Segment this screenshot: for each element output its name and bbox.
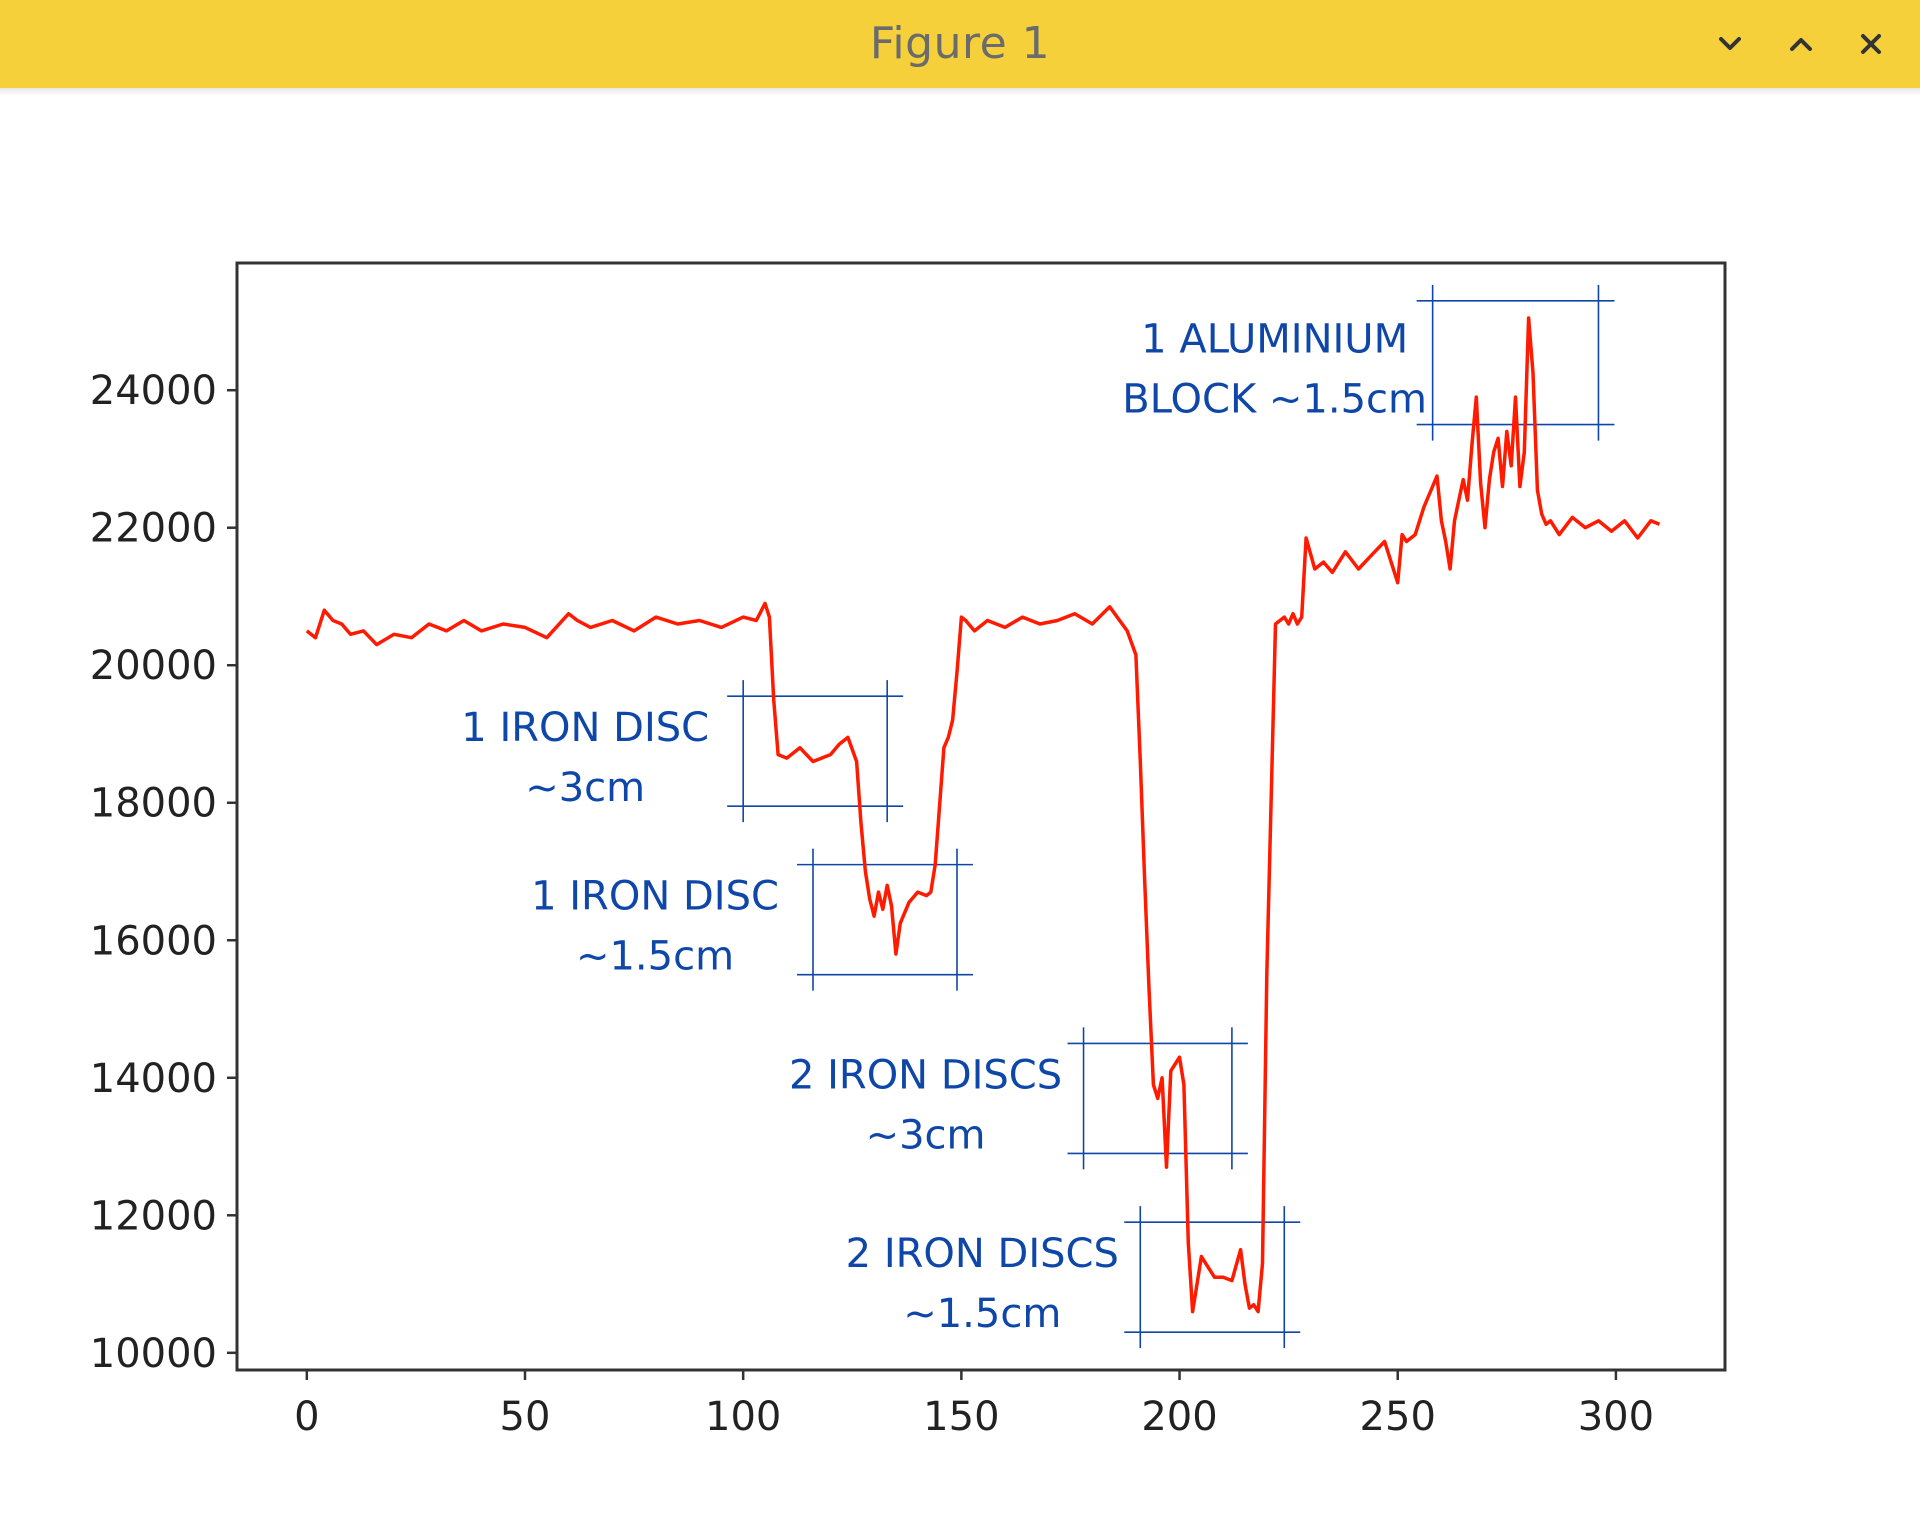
axes-frame [235, 261, 1727, 1372]
annotation-label: 1 IRON DISC [461, 705, 709, 751]
window-title: Figure 1 [869, 18, 1051, 69]
y-tick-label: 10000 [90, 1331, 217, 1377]
figure-canvas: 0 50 100 150 200 250 300 10000 12000 14000 16000 18… [0, 96, 1920, 1526]
annotation-1: 1 IRON DISC ~3cm [461, 680, 904, 823]
x-tick-label: 200 [1141, 1394, 1217, 1440]
y-tick-label: 12000 [90, 1193, 217, 1239]
x-tick-label: 250 [1360, 1394, 1436, 1440]
annotation-label: BLOCK ~1.5cm [1122, 377, 1427, 423]
y-tick-label: 24000 [90, 368, 217, 414]
annotation-3: 2 IRON DISCS ~3cm [789, 1027, 1248, 1170]
close-button[interactable] [1847, 20, 1895, 68]
minimize-button[interactable] [1706, 20, 1754, 68]
y-tick-label: 20000 [90, 643, 217, 689]
x-tick-label: 300 [1578, 1394, 1654, 1440]
series-line [305, 316, 1661, 1314]
x-tick-label: 150 [923, 1394, 999, 1440]
y-tick-label: 14000 [90, 1056, 217, 1102]
window-titlebar[interactable]: Figure 1 [0, 0, 1920, 88]
titlebar-shadow [0, 88, 1920, 96]
x-tick-label: 100 [705, 1394, 781, 1440]
annotation-label: ~1.5cm [576, 934, 734, 980]
annotation-label: ~1.5cm [903, 1291, 1061, 1337]
annotation-label: 1 IRON DISC [531, 874, 779, 920]
chevron-up-icon [1790, 38, 1812, 51]
y-tick-label: 18000 [90, 781, 217, 827]
y-tick-label: 22000 [90, 506, 217, 552]
y-tick-label: 16000 [90, 918, 217, 964]
annotation-4: 2 IRON DISCS ~1.5cm [846, 1206, 1301, 1349]
maximize-button[interactable] [1777, 20, 1825, 68]
annotation-label: 1 ALUMINIUM [1141, 317, 1408, 363]
x-tick-label: 0 [294, 1394, 319, 1440]
annotation-label: ~3cm [866, 1112, 986, 1158]
annotation-label: 2 IRON DISCS [846, 1231, 1119, 1277]
annotation-label: ~3cm [525, 765, 645, 811]
chevron-down-icon [1719, 37, 1741, 50]
annotation-2: 1 IRON DISC ~1.5cm [531, 848, 973, 991]
annotation-5: 1 ALUMINIUM BLOCK ~1.5cm [1122, 284, 1615, 441]
annotation-label: 2 IRON DISCS [789, 1052, 1062, 1098]
line-chart: 0 50 100 150 200 250 300 10000 12000 14000 16000 18… [90, 261, 1727, 1440]
close-icon [1861, 34, 1881, 54]
x-tick-label: 50 [500, 1394, 551, 1440]
